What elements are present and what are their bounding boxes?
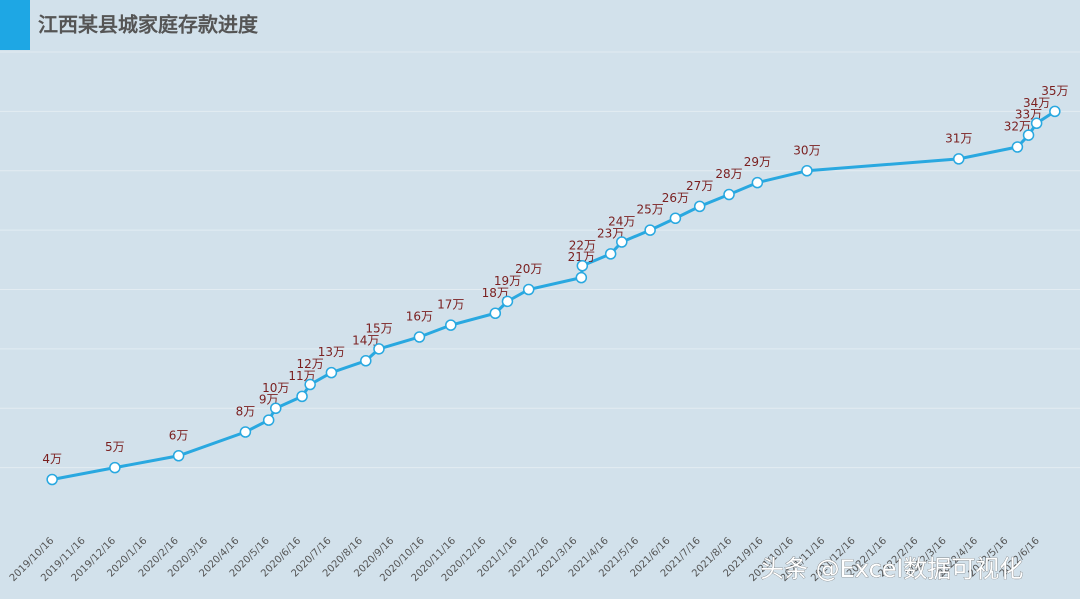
data-point [239,426,252,438]
data-point [693,200,706,213]
data-point [501,295,514,308]
data-point [172,450,185,462]
data-point [751,176,764,189]
chart-title: 江西某县城家庭存款进度 [38,13,259,37]
data-label: 5万 [105,440,125,454]
data-label: 26万 [662,191,689,205]
data-label: 35万 [1041,84,1068,98]
data-label: 16万 [406,310,433,324]
data-point [1030,117,1043,129]
data-label: 25万 [636,203,663,217]
data-point [270,402,282,414]
data-point [616,236,628,248]
data-point [669,212,682,224]
data-label: 30万 [793,143,820,157]
data-point [304,378,316,391]
data-point [262,414,275,426]
title-accent [0,0,30,50]
data-point [46,473,58,486]
data-point [1011,141,1024,153]
data-label: 24万 [608,215,635,229]
data-point [952,153,965,165]
data-label: 20万 [515,262,542,276]
data-label: 14万 [352,333,379,347]
data-point [723,188,735,201]
data-label: 6万 [169,428,189,442]
data-label: 32万 [1004,120,1031,134]
data-line [51,110,1056,481]
data-point [644,224,656,236]
data-label: 15万 [365,321,392,335]
data-label: 18万 [482,286,509,300]
data-point [801,165,813,177]
data-label: 13万 [318,345,345,359]
data-point [575,271,588,284]
data-label: 17万 [437,298,464,312]
data-point [1049,105,1061,118]
data-label: 10万 [262,381,289,395]
data-label: 12万 [297,357,324,371]
data-point [296,390,308,403]
data-point [325,366,338,379]
data-label: 21万 [568,250,595,264]
data-label: 28万 [715,167,742,181]
plot-area: 2019/10/162019/11/162019/12/162020/1/162… [0,51,1080,584]
data-label: 23万 [597,226,624,240]
data-point [576,260,589,272]
data-point [1022,129,1035,141]
data-point [489,307,502,319]
data-point [109,461,121,474]
data-label: 4万 [42,452,62,466]
watermark: 头条 @Excel数据可视化 [760,555,1023,583]
data-point [413,331,426,343]
data-label: 27万 [686,179,713,193]
data-label: 22万 [569,238,596,252]
data-label: 19万 [494,274,521,288]
data-label: 34万 [1023,96,1050,110]
data-point [522,283,535,296]
data-point [445,319,457,331]
data-point [373,343,385,355]
data-point [360,355,372,367]
data-label: 8万 [236,405,256,419]
data-label: 31万 [945,131,972,145]
data-point [604,248,617,260]
data-label: 29万 [744,155,771,169]
